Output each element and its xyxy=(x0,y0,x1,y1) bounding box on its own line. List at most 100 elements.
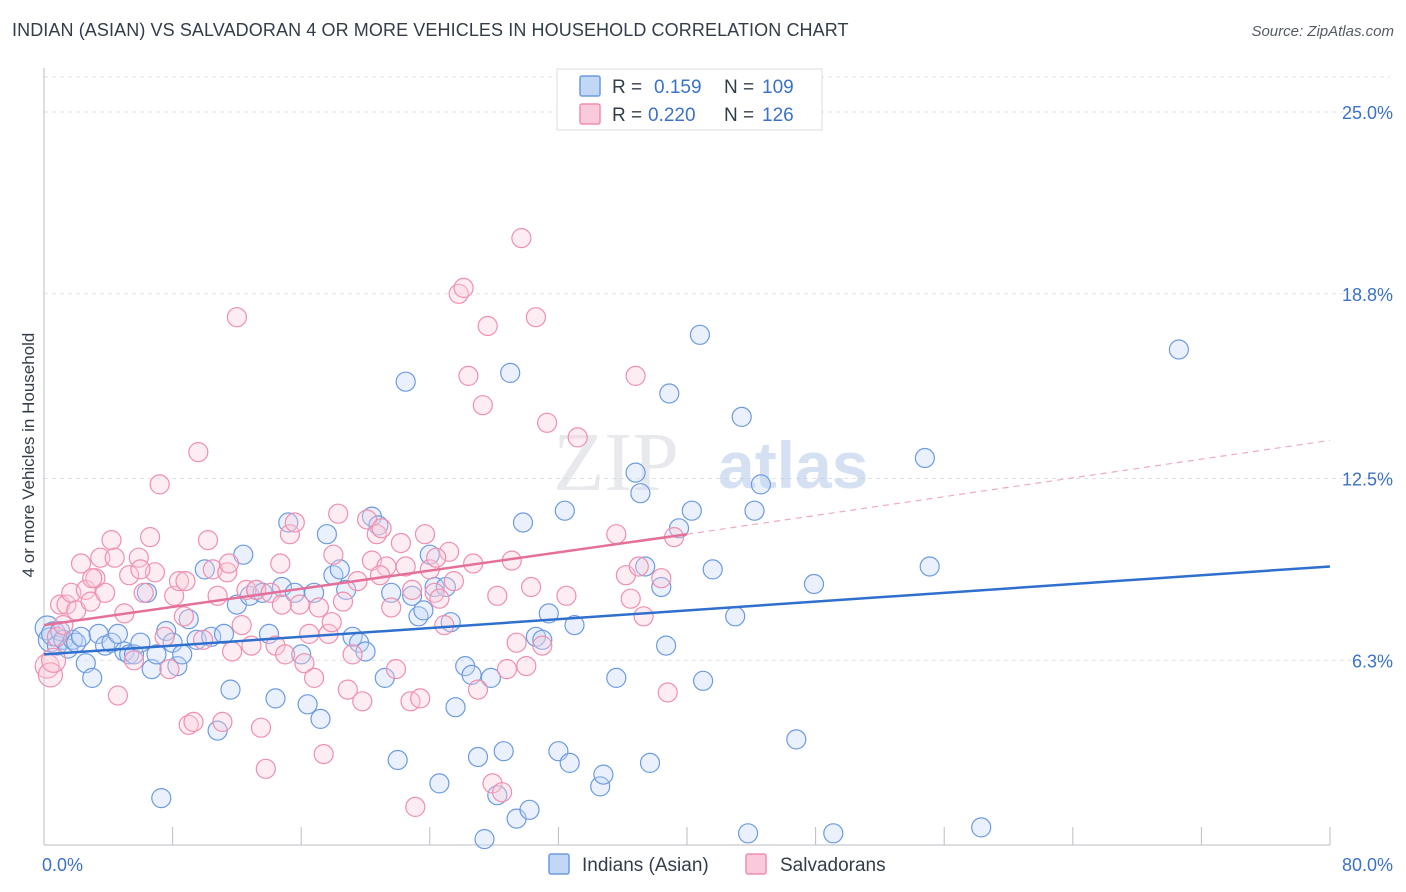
y-axis-label: 4 or more Vehicles in Household xyxy=(19,333,38,578)
legend-n-label-0: N = xyxy=(724,77,754,98)
tick-labels: 6.3% 12.5% 18.8% 25.0% 0.0% 80.0% xyxy=(42,103,1393,875)
indians-point xyxy=(151,787,172,809)
salvadorans-point xyxy=(625,365,646,386)
salvadorans-point xyxy=(395,556,416,577)
indians-point xyxy=(381,582,402,603)
chart-title: INDIAN (ASIAN) VS SALVADORAN 4 OR MORE V… xyxy=(12,20,849,40)
salvadorans-point xyxy=(130,559,151,580)
indians-point xyxy=(70,626,92,647)
salvadorans-point xyxy=(352,691,373,712)
indians-point xyxy=(265,688,286,709)
series-salvadorans-points xyxy=(34,228,685,818)
salvadorans-point xyxy=(173,606,194,627)
axes xyxy=(43,68,1331,846)
salvadorans-point xyxy=(443,570,464,592)
salvadorans-point xyxy=(657,682,678,703)
salvadorans-point xyxy=(226,307,247,328)
salvadorans-point xyxy=(357,509,378,530)
salvadorans-point xyxy=(188,442,209,463)
indians-point xyxy=(651,576,672,598)
indians-point xyxy=(220,679,241,700)
salvadorans-point xyxy=(82,568,103,589)
indians-point xyxy=(731,406,752,427)
indians-point xyxy=(316,524,337,545)
salvadorans-point xyxy=(159,658,180,680)
indians-point xyxy=(606,667,627,689)
legend-n-label-1: N = xyxy=(724,105,754,126)
bottom-legend-swatch-salvadorans xyxy=(745,853,767,875)
indians-point xyxy=(750,474,772,495)
indians-point xyxy=(62,629,84,650)
salvadorans-point xyxy=(506,632,527,653)
salvadorans-point xyxy=(104,547,125,568)
salvadorans-point xyxy=(371,518,392,539)
salvadorans-point xyxy=(168,570,190,592)
salvadorans-point xyxy=(429,588,450,609)
indians-point xyxy=(639,752,661,774)
salvadorans-point xyxy=(410,688,431,709)
y-tick-label-1: 12.5% xyxy=(1342,469,1393,489)
indians-point xyxy=(681,500,702,521)
indians-point xyxy=(655,635,677,656)
trend-line-extension-1 xyxy=(686,439,1331,535)
salvadorans-point xyxy=(70,553,92,574)
salvadorans-point xyxy=(308,597,329,618)
salvadorans-point xyxy=(218,553,239,574)
salvadorans-point xyxy=(511,228,532,249)
salvadorans-point xyxy=(492,782,513,803)
salvadorans-point xyxy=(651,568,672,589)
salvadorans-point xyxy=(453,277,474,298)
salvadorans-point xyxy=(289,594,310,615)
indians-point xyxy=(467,746,489,768)
salvadorans-point xyxy=(414,524,436,545)
salvadorans-point xyxy=(284,512,305,533)
bottom-legend-label-salvadorans: Salvadorans xyxy=(780,855,886,876)
salvadorans-point xyxy=(183,711,204,733)
salvadorans-point xyxy=(369,565,391,586)
bottom-legend: Indians (Asian) Salvadorans xyxy=(548,853,886,876)
indians-point xyxy=(625,462,646,483)
salvadorans-point xyxy=(197,529,219,551)
salvadorans-point xyxy=(154,626,175,647)
indians-point xyxy=(559,752,580,774)
watermark: ZIP atlas xyxy=(553,416,868,509)
indians-point xyxy=(590,776,611,797)
salvadorans-point xyxy=(279,524,300,545)
indians-point xyxy=(146,644,167,665)
y-tick-label-3: 25.0% xyxy=(1342,103,1393,123)
watermark-zip: ZIP xyxy=(553,416,679,509)
salvadorans-point xyxy=(381,597,402,618)
salvadorans-point xyxy=(328,503,349,524)
indians-point xyxy=(493,741,514,762)
indians-point xyxy=(519,799,540,820)
indians-point xyxy=(194,559,215,580)
salvadorans-point xyxy=(255,758,276,779)
source-label: Source: ZipAtlas.com xyxy=(1251,23,1394,40)
salvadorans-point xyxy=(487,585,508,606)
salvadorans-point xyxy=(402,579,423,601)
indians-point xyxy=(919,556,940,577)
salvadorans-point xyxy=(628,556,649,577)
indians-point xyxy=(744,500,765,521)
trend-lines xyxy=(43,439,1331,656)
indians-point xyxy=(725,606,746,627)
indians-point xyxy=(532,629,553,650)
indians-point xyxy=(387,749,408,771)
salvadorans-point xyxy=(556,585,577,606)
salvadorans-point xyxy=(270,553,291,574)
salvadorans-point xyxy=(94,582,116,603)
x-tick-label-0: 0.0% xyxy=(42,855,83,875)
salvadorans-point xyxy=(250,717,272,738)
indians-point xyxy=(413,600,434,621)
salvadorans-point xyxy=(133,582,154,603)
indians-point xyxy=(659,383,680,404)
indians-point xyxy=(914,447,936,469)
salvadorans-point xyxy=(140,526,161,548)
indians-point xyxy=(355,641,376,662)
y-tick-label-2: 18.8% xyxy=(1342,285,1393,305)
salvadorans-point xyxy=(532,635,553,656)
salvadorans-point xyxy=(46,626,68,647)
salvadorans-point xyxy=(439,541,460,562)
salvadorans-point xyxy=(520,576,542,598)
